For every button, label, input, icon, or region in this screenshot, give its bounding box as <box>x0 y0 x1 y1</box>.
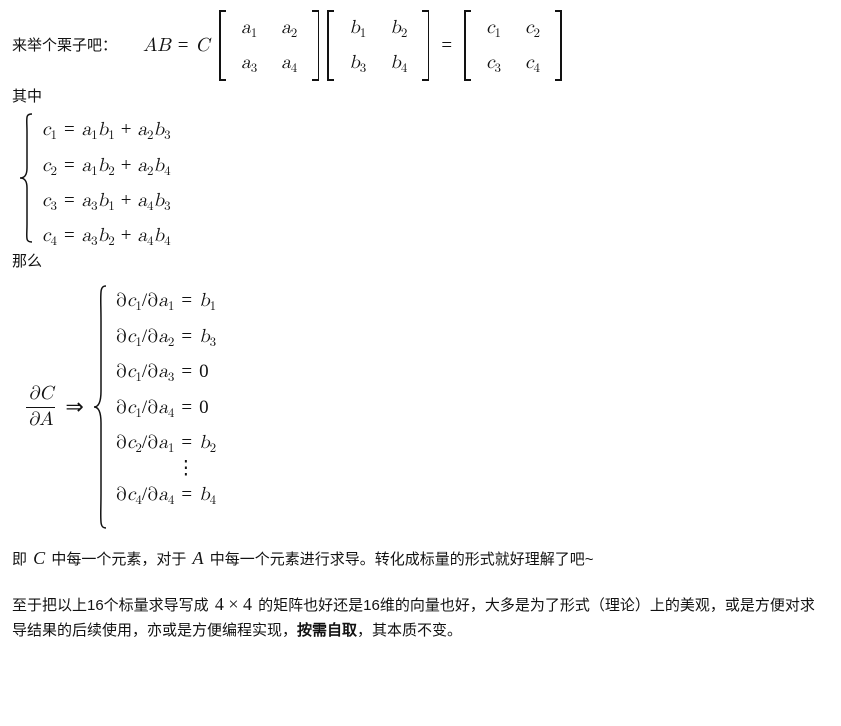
deriv-row: ∂c1/∂a3=0 <box>116 354 256 389</box>
equals-sign: = <box>433 31 460 60</box>
deriv-row: ∂c1/∂a4=0 <box>116 390 256 425</box>
deriv-row: ∂c2/∂a1=b2 <box>116 425 256 460</box>
system-c: c1=a1b1+a2b3c2=a1b2+a2b4c3=a3b1+a4b3c4=a… <box>18 112 829 244</box>
matrix-a: a1 a2 a3 a4 <box>219 10 319 81</box>
where-label: 其中 <box>12 85 829 108</box>
deriv-row: ⋮ <box>116 461 256 477</box>
paragraph-2: 至于把以上16个标量求导写成 4 × 4 的矩阵也好还是16维的向量也好，大多是… <box>12 591 829 642</box>
matrix-c: c1 c2 c3 c4 <box>464 10 562 81</box>
deriv-row: ∂c1/∂a1=b1 <box>116 283 256 318</box>
deriv-row: ∂c1/∂a2=b3 <box>116 319 256 354</box>
dc-da-fraction: ∂C ∂A <box>26 384 55 431</box>
intro-prefix: 来举个栗子吧： <box>12 34 117 57</box>
brace-icon <box>92 283 110 531</box>
example-line: 来举个栗子吧： AB=C a1 a2 a3 a4 b1 b2 b3 <box>12 10 829 81</box>
system-row: c1=a1b1+a2b3 <box>42 112 171 147</box>
paragraph-1: 即 C 中每一个元素，对于 A 中每一个元素进行求导。转化成标量的形式就好理解了… <box>12 545 829 573</box>
bold-phrase: 按需自取 <box>297 622 357 639</box>
deriv-row: ∂c4/∂a4=b4 <box>116 477 256 512</box>
derivative-block: ∂C ∂A ⇒ ∂c1/∂a1=b1∂c1/∂a2=b3∂c1/∂a3=0∂c1… <box>22 283 829 531</box>
system-row: c3=a3b1+a4b3 <box>42 183 171 218</box>
implies-arrow: ⇒ <box>65 390 83 424</box>
matrix-b: b1 b2 b3 b4 <box>327 10 429 81</box>
system-row: c2=a1b2+a2b4 <box>42 148 171 183</box>
eq-abc: AB=C <box>143 31 209 60</box>
brace-icon <box>18 112 36 244</box>
system-row: c4=a3b2+a4b4 <box>42 218 171 253</box>
